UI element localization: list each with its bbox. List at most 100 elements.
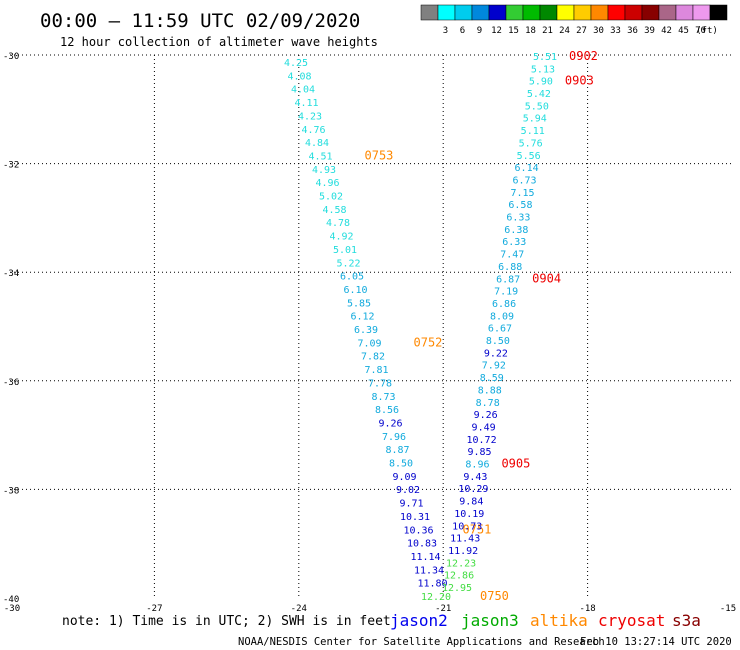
lon-tick-label: -18 [579, 604, 595, 614]
wave-height-label: 5.50 [525, 101, 549, 112]
wave-height-label: 9.49 [472, 422, 496, 433]
track-east: 5.515.13 5.905.425.50 5.945.115.76 5.566.14… [442, 49, 598, 594]
track-west: 4.25 4.08 4.04 4.11 4.23 4.76 4.84 4.51 4.93 4.96… [284, 58, 509, 603]
wave-height-label: 4.08 [287, 71, 311, 82]
wave-height-label: 6.58 [508, 200, 532, 211]
wave-height-label: 10.36 [403, 525, 433, 536]
wave-height-label: 8.88 [478, 385, 502, 396]
wave-height-label: 7.78 [368, 378, 392, 389]
wave-height-label: 9.22 [484, 348, 508, 359]
wave-height-label: 6.38 [504, 225, 528, 236]
colorbar-swatch [641, 4, 660, 21]
colorbar-label: 39 [644, 26, 655, 36]
lat-tick-label: -32 [3, 161, 19, 171]
wave-height-label: 5.94 [523, 114, 547, 125]
wave-height-label: 6.86 [492, 299, 516, 310]
colorbar-swatch [539, 4, 558, 21]
wave-height-label: 5.13 [531, 64, 555, 75]
satellite-name: s3a [672, 611, 701, 630]
colorbar-swatch [624, 4, 643, 21]
wave-height-label: 10.19 [454, 509, 484, 520]
wave-height-label: 4.23 [298, 111, 322, 122]
wave-height-label: 11.43 [450, 534, 480, 545]
pass-time-label: 0902 [569, 49, 598, 63]
wave-height-label: 12.20 [421, 592, 451, 603]
colorbar-label: 3 [443, 26, 448, 36]
wave-height-label: 10.31 [400, 512, 430, 523]
wave-height-label: 11.80 [417, 579, 447, 590]
wave-height-label: 10.73 [452, 521, 482, 532]
lat-tick-label: -38 [3, 486, 19, 496]
wave-height-label: 4.78 [326, 218, 350, 229]
wave-height-label: 6.73 [512, 175, 536, 186]
colorbar-label: 12 [491, 26, 502, 36]
colorbar-label: 42 [661, 26, 672, 36]
wave-height-label: 5.22 [336, 258, 360, 269]
colorbar-legend: 3 6 9 12 15 18 21 24 27 30 33 36 39 42 45 70(ft) [420, 4, 728, 36]
lon-tick-label: -27 [146, 604, 162, 614]
satellite-legend: jason2 jason3 altika cryosat s3a [390, 611, 701, 630]
wave-height-label: 7.47 [500, 250, 524, 261]
wave-height-label: 9.85 [467, 447, 491, 458]
pass-time-label: 0750 [480, 589, 509, 603]
pass-time-label: 0753 [365, 148, 394, 162]
colorbar-label: 70 [695, 26, 706, 36]
wave-height-label: 5.85 [347, 298, 371, 309]
wave-height-label: 6.10 [343, 285, 367, 296]
wave-height-label: 6.12 [350, 312, 374, 323]
wave-height-label: 8.59 [480, 373, 504, 384]
wave-height-label: 8.50 [486, 336, 510, 347]
wave-height-label: 11.34 [414, 565, 444, 576]
colorbar-swatch [709, 4, 728, 21]
wave-height-label: 5.56 [517, 151, 541, 162]
lat-tick-label: -30 [3, 52, 19, 62]
colorbar-label: 30 [593, 26, 604, 36]
wave-height-label: 8.50 [389, 459, 413, 470]
satellite-name: jason2 [390, 611, 448, 630]
wave-height-label: 4.11 [294, 98, 318, 109]
wave-height-label: 12.86 [444, 571, 474, 582]
wave-height-label: 4.84 [305, 138, 329, 149]
colorbar-label: 36 [627, 26, 638, 36]
wave-height-label: 12.95 [442, 583, 472, 594]
wave-height-label: 4.76 [301, 125, 325, 136]
wave-height-label: 9.43 [463, 472, 487, 483]
wave-height-label: 7.92 [482, 361, 506, 372]
wave-height-label: 4.58 [322, 205, 346, 216]
colorbar-label: 24 [559, 26, 570, 36]
satellite-name: jason3 [461, 611, 519, 630]
wave-height-label: 9.09 [392, 472, 416, 483]
footnote: note: 1) Time is in UTC; 2) SWH is in fe… [62, 614, 391, 629]
colorbar-swatch [607, 4, 626, 21]
colorbar-swatch [437, 4, 456, 21]
wave-height-label: 4.04 [291, 85, 315, 96]
wave-height-label: 6.33 [506, 213, 530, 224]
satellite-name: cryosat [598, 611, 665, 630]
lon-tick-label: -15 [720, 604, 736, 614]
lat-tick-label: -36 [3, 378, 19, 388]
wave-height-label: 6.39 [354, 325, 378, 336]
wave-height-label: 4.93 [312, 165, 336, 176]
colorbar-swatch [505, 4, 524, 21]
colorbar-swatch [658, 4, 677, 21]
wave-height-label: 10.83 [407, 539, 437, 550]
wave-height-label: 6.14 [515, 163, 539, 174]
wave-height-label: 5.51 [533, 52, 557, 63]
wave-height-label: 9.71 [399, 499, 423, 510]
wave-height-label: 7.15 [510, 188, 534, 199]
wave-height-label: 8.78 [476, 398, 500, 409]
wave-height-label: 9.02 [396, 485, 420, 496]
wave-height-label: 5.76 [519, 138, 543, 149]
pass-time-label: 0903 [565, 74, 594, 88]
wave-height-label: 4.92 [329, 232, 353, 243]
wave-height-label: 9.84 [459, 497, 483, 508]
wave-height-label: 8.96 [465, 460, 489, 471]
wave-height-label: 7.82 [361, 352, 385, 363]
lat-tick-label: -40 [3, 595, 19, 605]
colorbar-swatch [556, 4, 575, 21]
wave-height-label: 8.73 [371, 392, 395, 403]
pass-time-label: 0751 [463, 522, 492, 536]
colorbar-swatch [488, 4, 507, 21]
colorbar-label: 45 [678, 26, 689, 36]
wave-height-label: 8.56 [375, 405, 399, 416]
